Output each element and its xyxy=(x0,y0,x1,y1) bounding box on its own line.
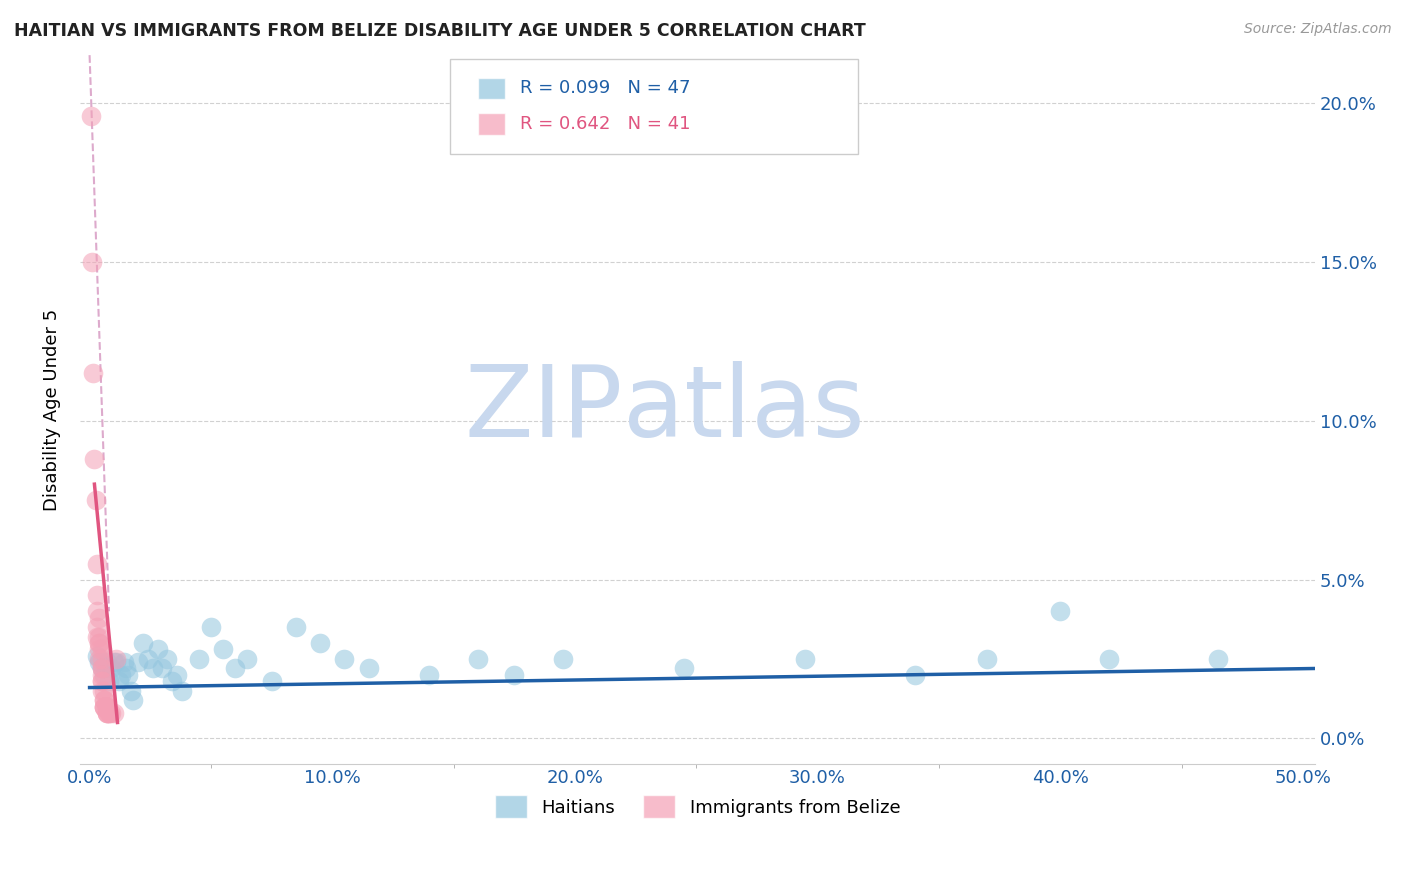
Point xyxy=(107,674,129,689)
Point xyxy=(86,557,108,571)
Point xyxy=(86,630,108,644)
Point xyxy=(98,706,121,720)
Point xyxy=(904,668,927,682)
Point xyxy=(122,693,145,707)
Point xyxy=(236,652,259,666)
Text: ZIP: ZIP xyxy=(465,361,623,458)
Text: atlas: atlas xyxy=(623,361,865,458)
Point xyxy=(120,683,142,698)
Point xyxy=(112,655,135,669)
Point xyxy=(96,706,118,720)
Point xyxy=(115,661,138,675)
Point xyxy=(98,674,121,689)
Point xyxy=(89,636,111,650)
Point xyxy=(212,642,235,657)
Point xyxy=(103,655,125,669)
Point xyxy=(1049,604,1071,618)
Point xyxy=(90,652,112,666)
Point xyxy=(105,652,128,666)
Point xyxy=(96,706,118,720)
Point xyxy=(467,652,489,666)
Point xyxy=(357,661,380,675)
Point xyxy=(673,661,696,675)
Point xyxy=(418,668,440,682)
Point xyxy=(976,652,998,666)
Point xyxy=(150,661,173,675)
Y-axis label: Disability Age Under 5: Disability Age Under 5 xyxy=(44,309,60,510)
Point xyxy=(98,706,121,720)
Point xyxy=(86,620,108,634)
Point xyxy=(142,661,165,675)
Point xyxy=(90,674,112,689)
FancyBboxPatch shape xyxy=(450,59,858,154)
Point xyxy=(260,674,283,689)
Point xyxy=(551,652,574,666)
Point xyxy=(309,636,332,650)
Point xyxy=(90,642,112,657)
Point xyxy=(83,451,105,466)
Point xyxy=(90,674,112,689)
Point xyxy=(333,652,356,666)
Point xyxy=(90,661,112,675)
Point xyxy=(100,706,122,720)
Point xyxy=(110,668,132,682)
Point xyxy=(200,620,222,634)
Point xyxy=(156,652,179,666)
Point xyxy=(96,699,118,714)
Text: HAITIAN VS IMMIGRANTS FROM BELIZE DISABILITY AGE UNDER 5 CORRELATION CHART: HAITIAN VS IMMIGRANTS FROM BELIZE DISABI… xyxy=(14,22,866,40)
Point xyxy=(93,699,115,714)
Point xyxy=(127,655,149,669)
Point xyxy=(93,693,115,707)
Point xyxy=(503,668,526,682)
Point xyxy=(84,493,107,508)
Point xyxy=(90,661,112,675)
Point xyxy=(103,706,125,720)
Point xyxy=(136,652,159,666)
Point xyxy=(86,588,108,602)
Point xyxy=(93,699,115,714)
Text: R = 0.642   N = 41: R = 0.642 N = 41 xyxy=(520,115,690,133)
Point xyxy=(187,652,209,666)
Point xyxy=(1206,652,1229,666)
Point xyxy=(224,661,246,675)
Point xyxy=(86,604,108,618)
Point xyxy=(89,636,111,650)
Point xyxy=(96,706,118,720)
Point xyxy=(93,683,115,698)
Bar xyxy=(478,113,505,135)
Point xyxy=(105,655,128,669)
Point xyxy=(96,699,118,714)
Point xyxy=(89,630,111,644)
Point xyxy=(89,652,111,666)
Point xyxy=(96,699,118,714)
Point xyxy=(89,642,111,657)
Point xyxy=(89,655,111,669)
Point xyxy=(90,668,112,682)
Point xyxy=(284,620,307,634)
Point xyxy=(82,366,104,380)
Point xyxy=(80,109,103,123)
Point xyxy=(117,668,139,682)
Point xyxy=(90,683,112,698)
Point xyxy=(86,648,108,663)
Point xyxy=(132,636,155,650)
Point xyxy=(166,668,188,682)
Point xyxy=(160,674,183,689)
Text: R = 0.099   N = 47: R = 0.099 N = 47 xyxy=(520,79,690,97)
Legend: Haitians, Immigrants from Belize: Haitians, Immigrants from Belize xyxy=(488,788,907,826)
Point xyxy=(90,661,112,675)
Point xyxy=(80,254,103,268)
Point xyxy=(93,668,115,682)
Point xyxy=(89,610,111,624)
Point xyxy=(96,655,118,669)
Point xyxy=(1098,652,1121,666)
Point xyxy=(170,683,193,698)
Text: Source: ZipAtlas.com: Source: ZipAtlas.com xyxy=(1244,22,1392,37)
Point xyxy=(794,652,817,666)
Point xyxy=(146,642,169,657)
Bar xyxy=(478,78,505,99)
Point xyxy=(100,661,122,675)
Point xyxy=(93,699,115,714)
Point xyxy=(93,693,115,707)
